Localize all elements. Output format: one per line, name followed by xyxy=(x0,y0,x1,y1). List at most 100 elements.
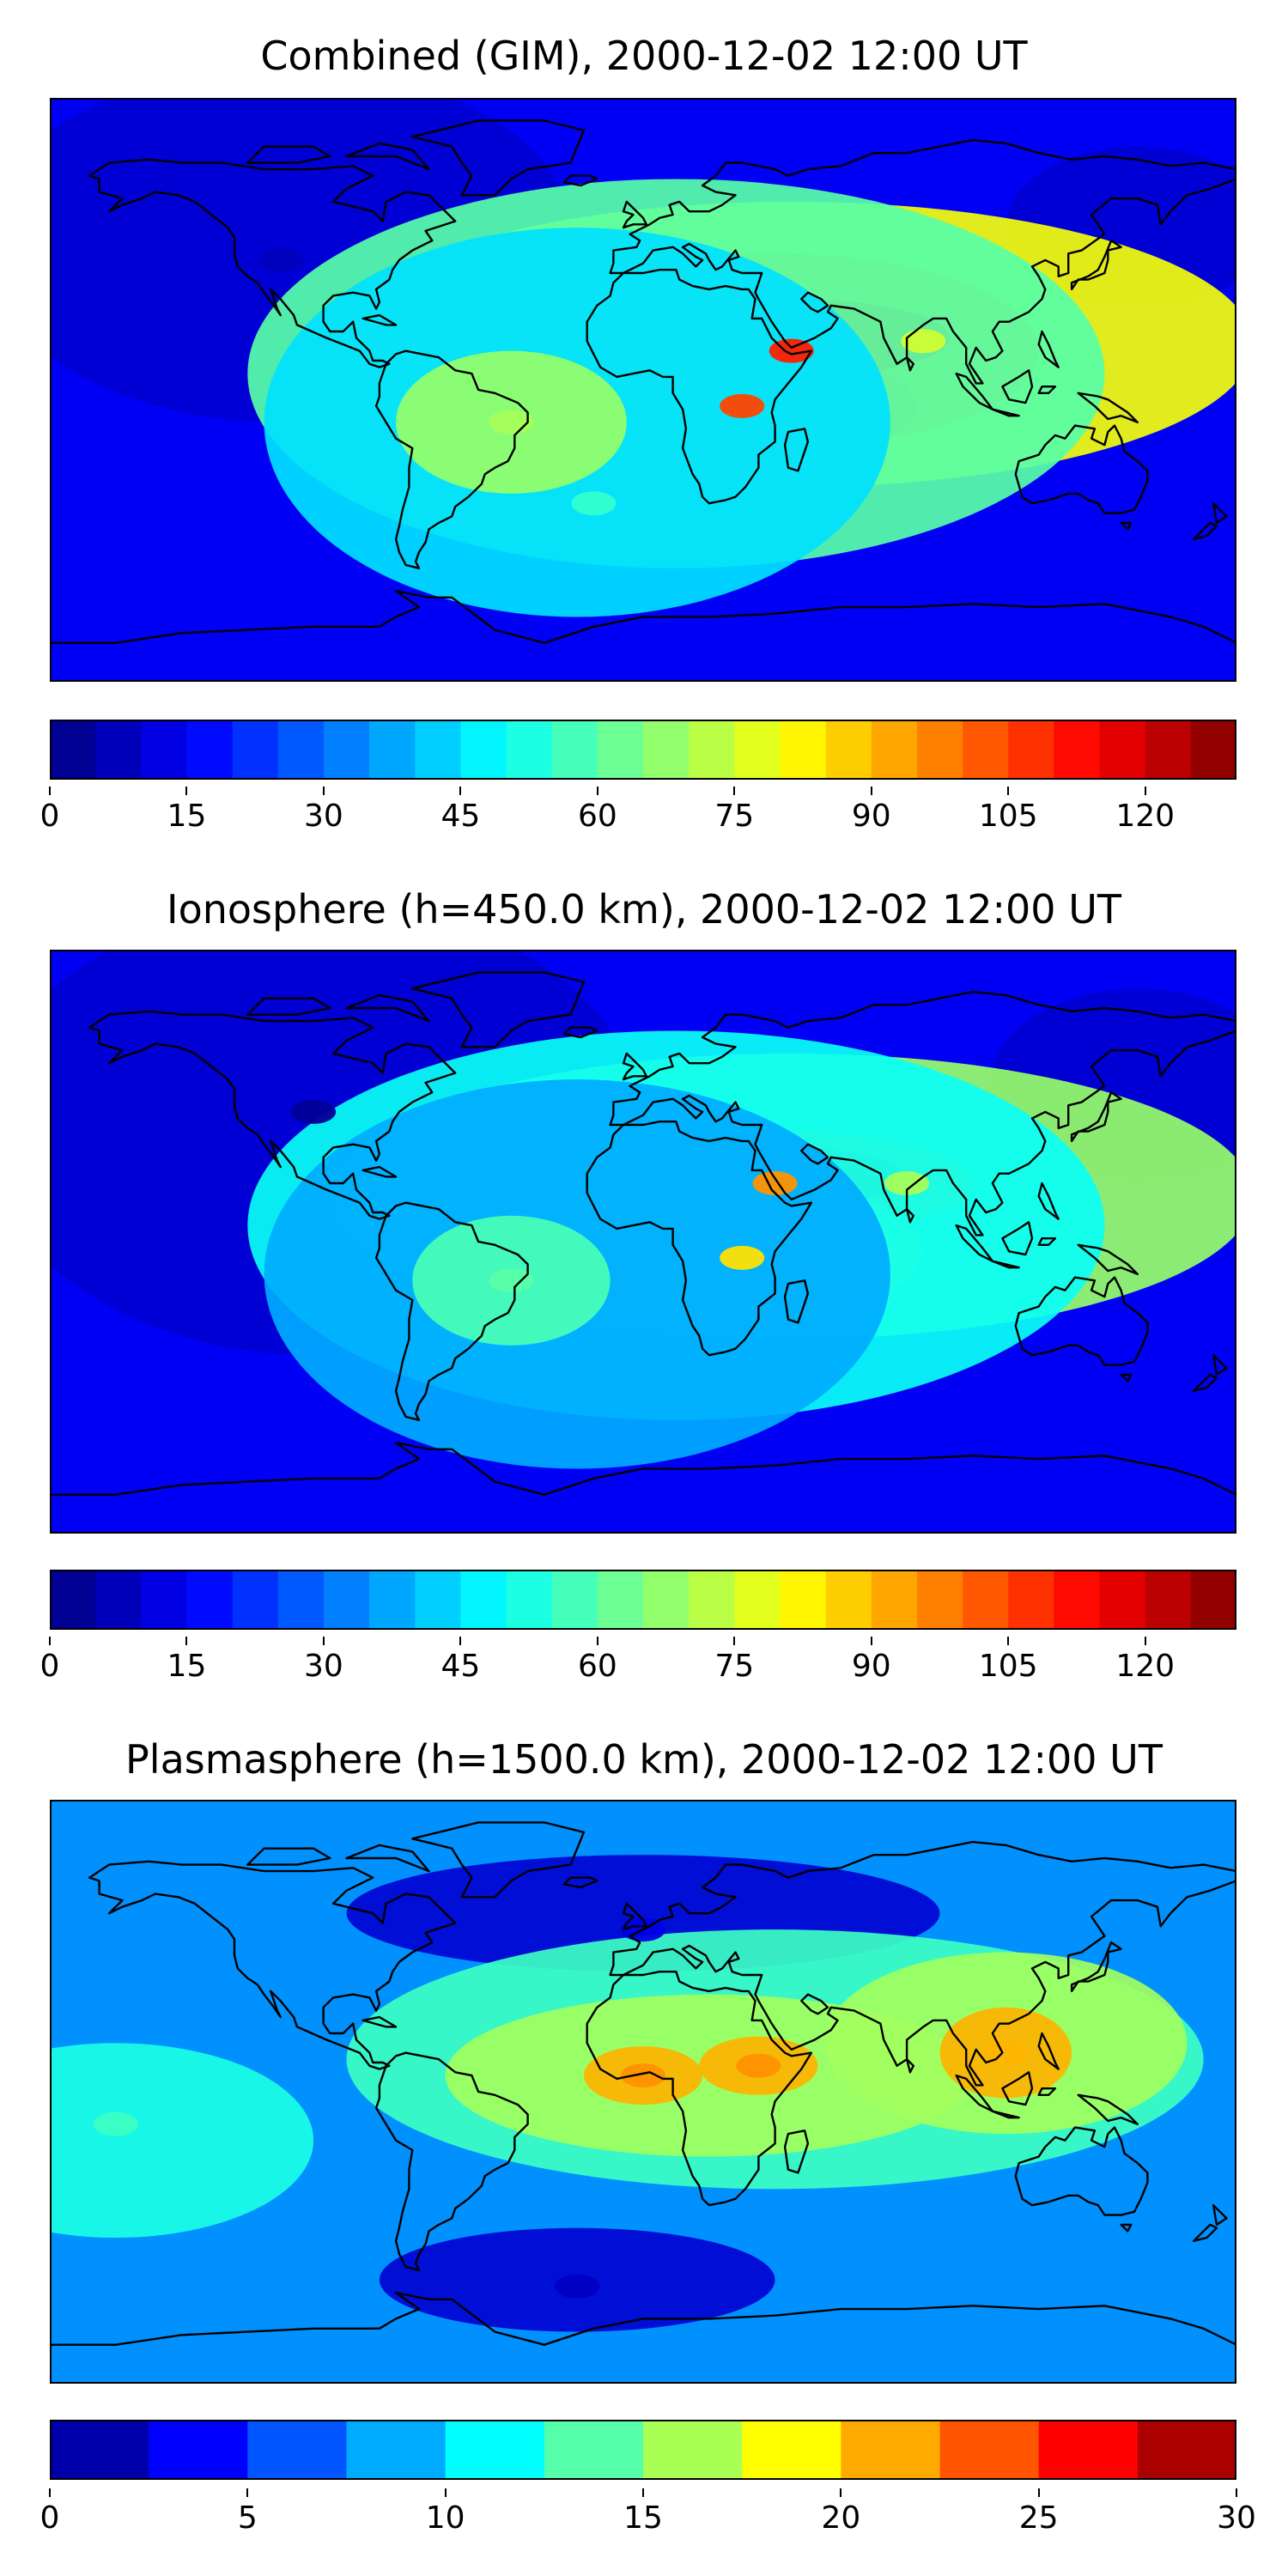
colorbar-segment xyxy=(825,720,872,780)
coastline xyxy=(905,356,914,372)
colorbar-tick-mark xyxy=(322,1637,325,1645)
coastline xyxy=(562,1026,598,1039)
colorbar-segment xyxy=(643,720,690,780)
colorbar-segment xyxy=(551,720,598,780)
colorbar-tick-mark xyxy=(49,1637,51,1645)
coastline xyxy=(1037,1182,1060,1220)
map-frame xyxy=(50,98,1236,682)
chart-title-combined: Combined (GIM), 2000-12-02 12:00 UT xyxy=(260,33,1028,79)
colorbar-tick-mark xyxy=(596,1637,598,1645)
colorbar-segment xyxy=(506,1570,553,1630)
colorbar-segment xyxy=(369,1570,416,1630)
map-feature-peak xyxy=(752,1171,798,1195)
coastline xyxy=(586,1121,812,1357)
coastline xyxy=(783,1279,810,1324)
chart-title-plasmasphere: Plasmasphere (h=1500.0 km), 2000-12-02 1… xyxy=(125,1736,1163,1783)
coastline xyxy=(1077,2093,1139,2125)
colorbar-segment xyxy=(232,1570,279,1630)
colorbar-ticks-plasmasphere: 0 5 10 15 20 25 30 xyxy=(0,2488,1288,2543)
colorbar-tick-label: 20 xyxy=(821,2500,861,2536)
colorbar-segment xyxy=(95,1570,142,1630)
colorbar-tick-mark xyxy=(1236,2488,1237,2497)
colorbar-segment xyxy=(1145,1570,1192,1630)
colorbar-segment xyxy=(963,720,1009,780)
coastline xyxy=(1120,521,1133,531)
coastline xyxy=(88,158,457,368)
colorbar-tick-mark xyxy=(246,2488,249,2497)
map-feature-peak xyxy=(884,1171,930,1195)
colorbar-segment xyxy=(1008,1570,1054,1630)
colorbar-ionosphere xyxy=(50,1570,1236,1630)
coastline xyxy=(1014,424,1149,514)
coastline xyxy=(345,1844,430,1873)
colorbar-segment xyxy=(95,720,142,780)
colorbar-segment xyxy=(689,1570,735,1630)
colorbar-tick-label: 15 xyxy=(623,2500,663,2536)
colorbar-segment xyxy=(1038,2420,1139,2480)
colorbar-tick-label: 45 xyxy=(440,799,481,834)
colorbar-ticks-combined: 0 15 30 45 60 75 90 105 120 xyxy=(0,787,1288,841)
coastline xyxy=(622,1902,647,1931)
colorbar-segment xyxy=(186,720,234,780)
colorbar-tick-label: 45 xyxy=(440,1649,481,1684)
colorbar-tick-label: 60 xyxy=(577,1649,617,1684)
colorbar-tick-mark xyxy=(322,787,325,795)
colorbar-segment xyxy=(643,2420,743,2480)
colorbar-segment xyxy=(50,1570,96,1630)
coastline xyxy=(374,2051,529,2271)
map-feature-peak xyxy=(258,247,303,272)
colorbar-tick-label: 5 xyxy=(237,2500,258,2536)
colorbar-segment xyxy=(369,720,416,780)
coastline xyxy=(246,997,331,1016)
colorbar-segment xyxy=(597,720,644,780)
coastline xyxy=(1001,369,1034,404)
map-feature-peak xyxy=(621,2063,665,2088)
colorbar-tick-label: 60 xyxy=(577,799,617,834)
colorbar-tick-label: 10 xyxy=(425,2500,465,2536)
coastline xyxy=(411,971,586,1048)
colorbar-tick-mark xyxy=(1037,2488,1040,2497)
map-feature-peak xyxy=(489,1268,534,1293)
coastline xyxy=(1037,2087,1057,2096)
map-combined xyxy=(50,98,1236,682)
colorbar-tick-label: 75 xyxy=(714,799,755,834)
coastline xyxy=(991,408,1020,417)
colorbar-segment xyxy=(460,720,507,780)
colorbar-segment xyxy=(141,720,188,780)
coastline xyxy=(609,990,1236,1236)
colorbar-segment xyxy=(506,720,553,780)
coastline xyxy=(1212,2204,1228,2227)
coastline xyxy=(991,2110,1020,2119)
map-feature-peak xyxy=(571,491,617,516)
colorbar-segment xyxy=(445,2420,545,2480)
colorbar-segment xyxy=(734,1570,781,1630)
coastline xyxy=(609,1840,1236,2087)
map-contour-region xyxy=(50,2043,314,2238)
colorbar-frame xyxy=(50,2420,1236,2480)
colorbar-tick-label: 0 xyxy=(39,2500,60,2536)
coastline xyxy=(1120,2223,1133,2233)
coastline xyxy=(246,145,331,164)
coastline xyxy=(783,2129,810,2174)
colorbar-segment xyxy=(323,1570,370,1630)
colorbar-tick-mark xyxy=(642,2488,644,2497)
coastline xyxy=(1212,1354,1228,1376)
coastline xyxy=(800,1143,829,1165)
colorbar-segment xyxy=(50,2420,149,2480)
map-ionosphere xyxy=(50,950,1236,1534)
coastline xyxy=(1001,2071,1034,2106)
colorbar-tick-mark xyxy=(840,2488,842,2497)
map-feature-peak xyxy=(769,338,814,363)
colorbar-tick-label: 15 xyxy=(167,799,207,834)
map-feature-peak xyxy=(901,329,946,354)
map-feature-peak xyxy=(555,2274,600,2299)
colorbar-tick-mark xyxy=(49,2488,51,2497)
coastline xyxy=(562,174,598,187)
coastline xyxy=(345,993,430,1023)
coastline xyxy=(1070,1941,1122,1993)
coastline xyxy=(411,1821,586,1899)
colorbar-segment xyxy=(551,1570,598,1630)
colorbar-segment xyxy=(689,720,735,780)
colorbar-combined xyxy=(50,720,1236,780)
colorbar-tick-label: 120 xyxy=(1115,1649,1176,1684)
